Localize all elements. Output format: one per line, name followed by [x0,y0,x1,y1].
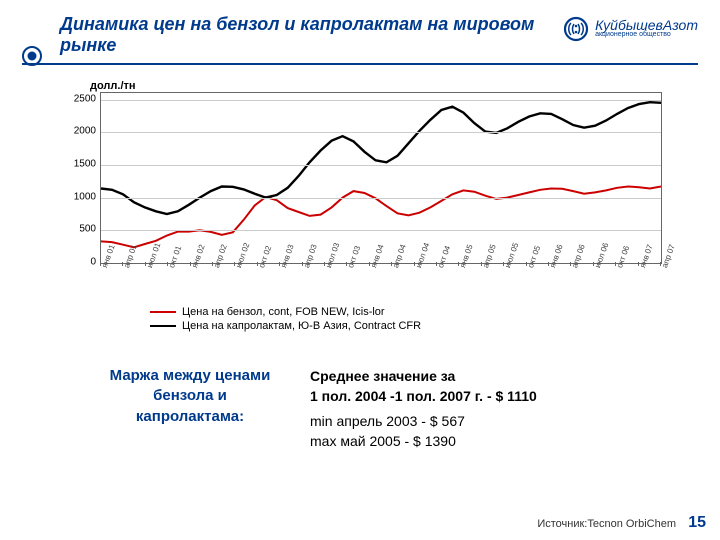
y-axis-label: долл./тн [90,80,136,92]
legend-label: Цена на капролактам, Ю-В Азия, Contract … [182,320,421,332]
y-tick: 500 [56,224,96,235]
chart-legend: Цена на бензол, cont, FOB NEW, Icis-lor Ц… [150,306,421,334]
price-chart: 05001000150020002500янв 01апр 01июл 01ок… [56,92,660,310]
logo-subtext: акционерное общество [595,32,698,38]
company-logo: КуйбышевАзот акционерное общество [563,16,698,42]
y-tick: 1000 [56,191,96,202]
legend-item: Цена на капролактам, Ю-В Азия, Contract … [150,320,421,332]
page-number: 15 [688,514,706,532]
slide-title: Динамика цен на бензол и капролактам на … [60,14,563,55]
legend-swatch [150,325,176,327]
y-tick: 1500 [56,158,96,169]
header-rule [22,63,698,65]
bullet-icon [22,46,42,66]
logo-icon [563,16,589,42]
avg-label: Среднее значение за [310,368,455,384]
y-tick: 0 [56,257,96,268]
avg-value: 1 пол. 2004 -1 пол. 2007 г. - $ 1110 [310,388,537,404]
min-row: min апрель 2003 - $ 567 [310,411,537,431]
legend-swatch [150,311,176,313]
y-tick: 2000 [56,126,96,137]
legend-item: Цена на бензол, cont, FOB NEW, Icis-lor [150,306,421,318]
series-line [101,187,661,248]
max-row: max май 2005 - $ 1390 [310,431,537,451]
legend-label: Цена на бензол, cont, FOB NEW, Icis-lor [182,306,385,318]
x-tick: апр 07 [660,243,677,269]
source-text: Источник:Tecnon OrbiChem [537,518,676,530]
y-tick: 2500 [56,93,96,104]
margin-values: Среднее значение за 1 пол. 2004 -1 пол. … [310,366,537,451]
margin-heading: Маржа между ценами бензола и капролактам… [100,366,280,451]
